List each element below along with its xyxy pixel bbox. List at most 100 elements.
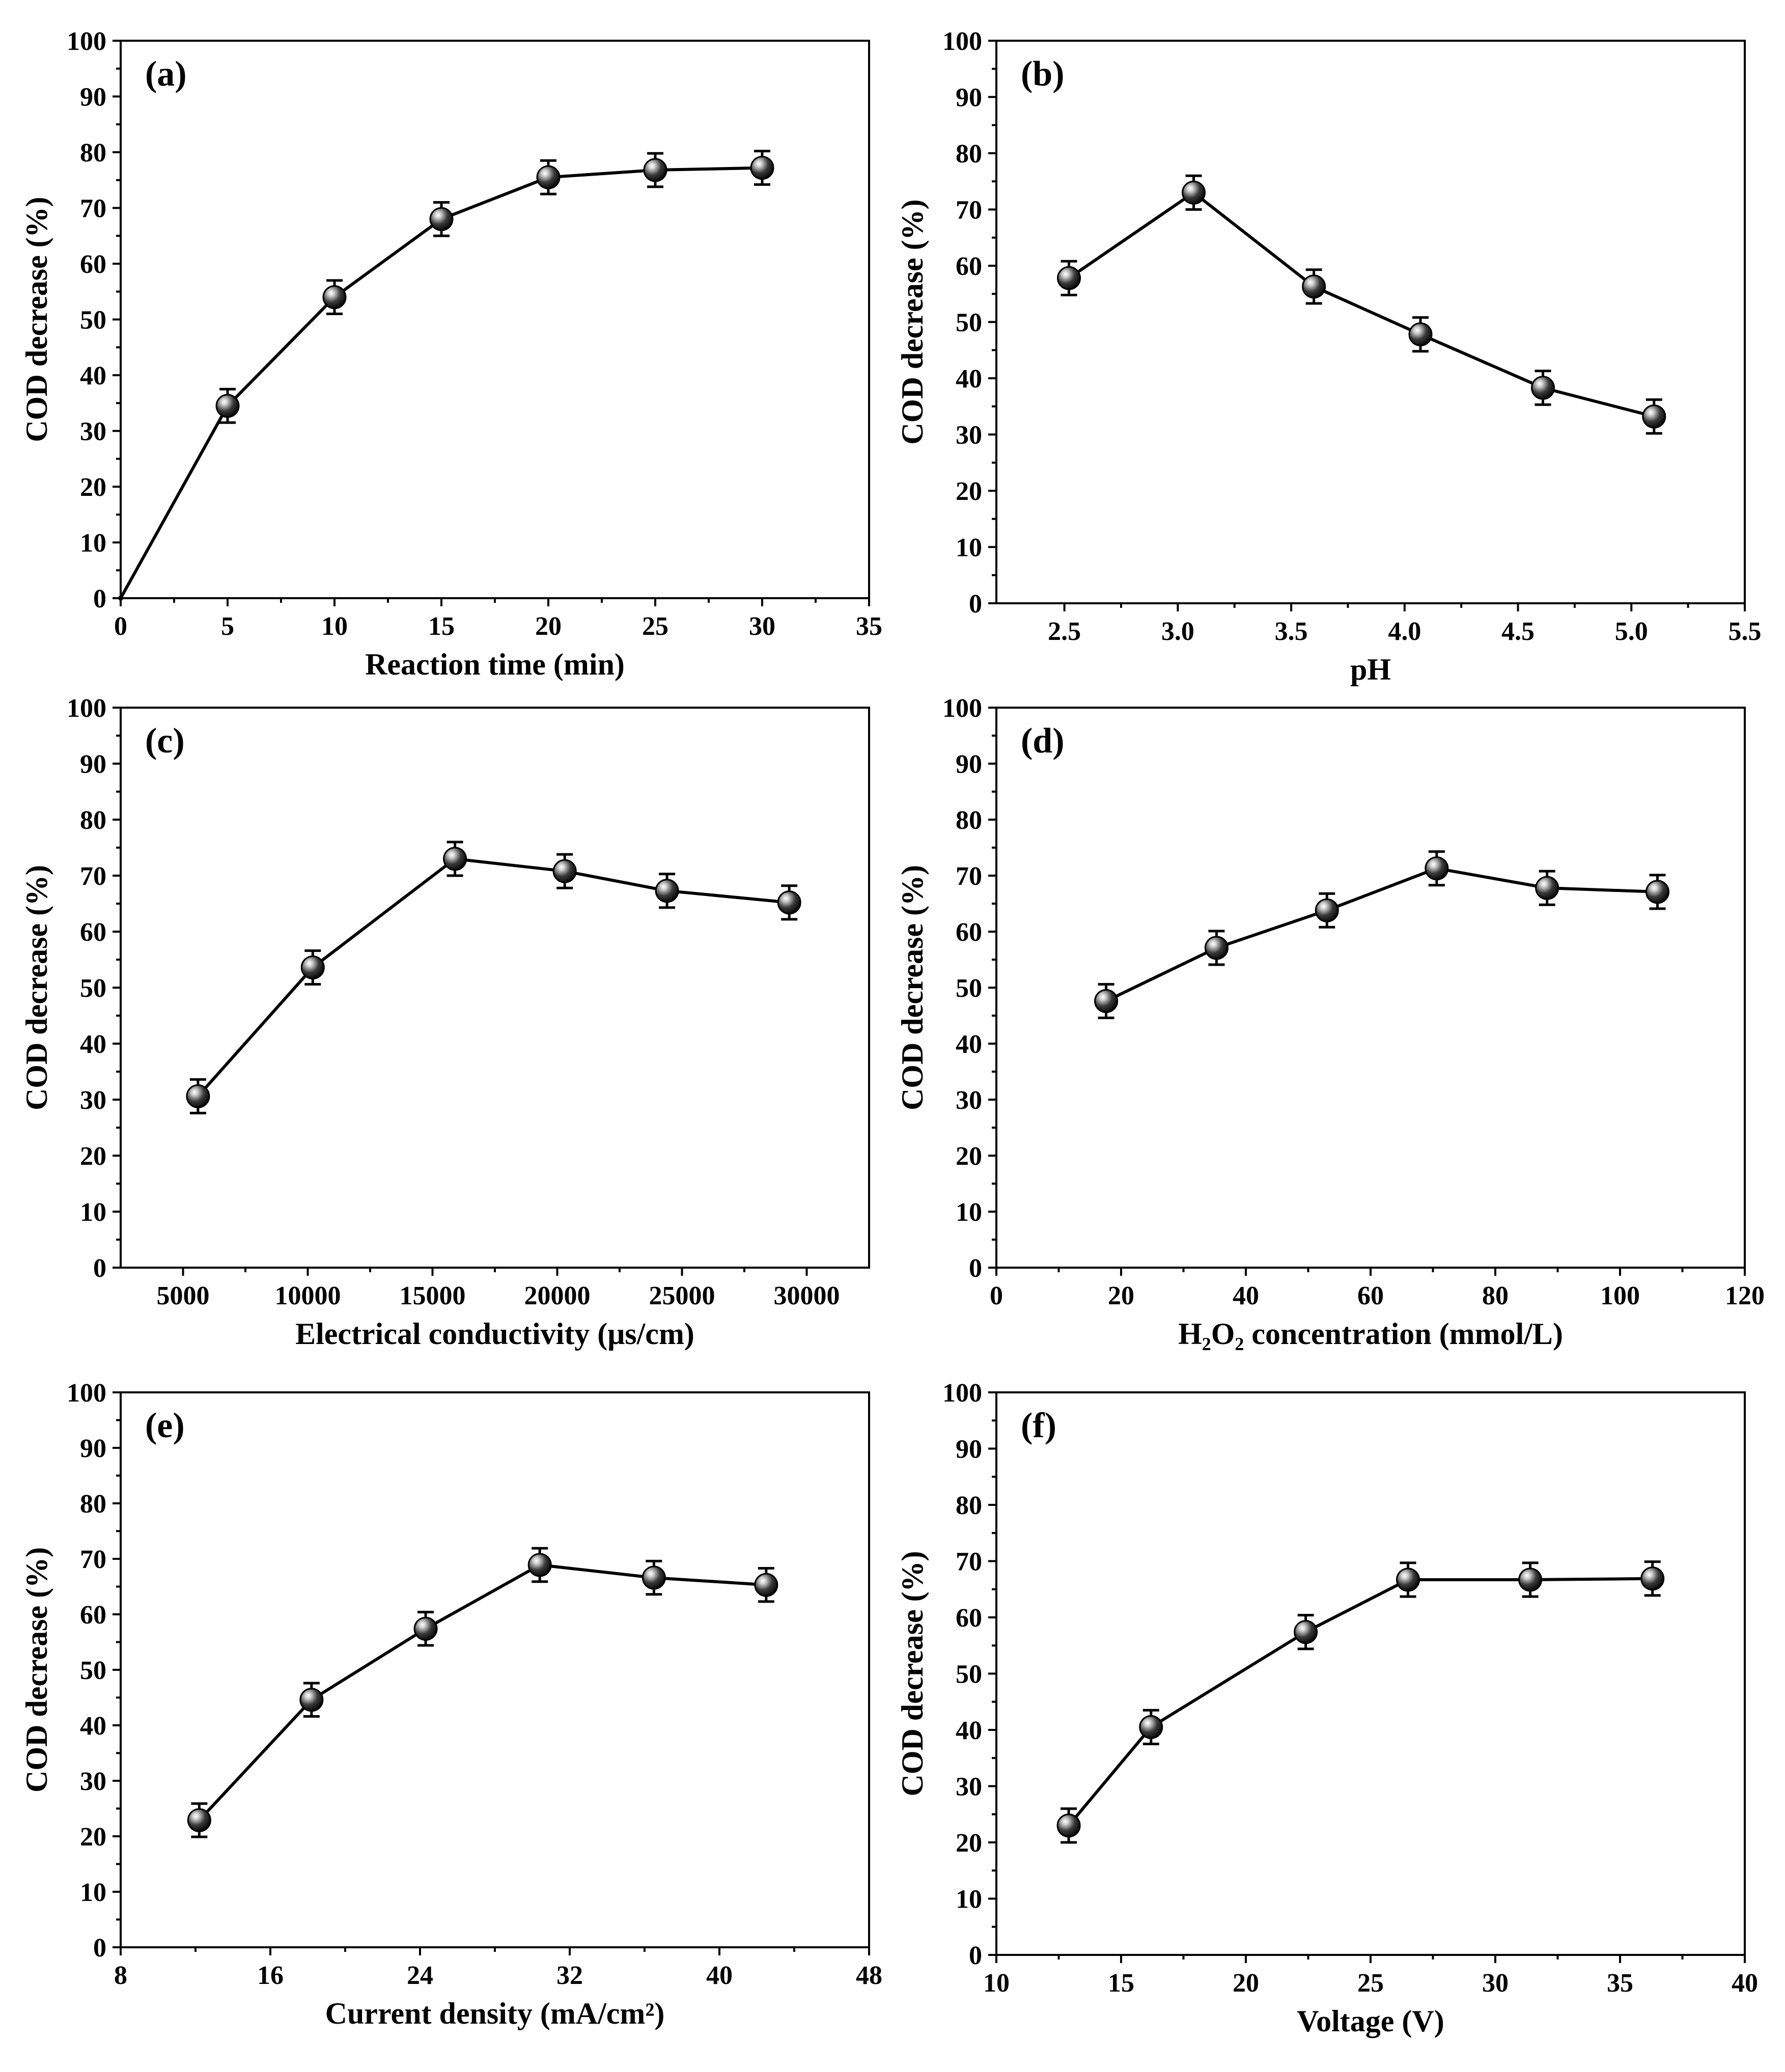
data-point	[552, 859, 577, 883]
x-tick-label: 3.0	[1161, 617, 1194, 646]
data-point	[1535, 876, 1559, 900]
y-tick-label: 50	[956, 309, 982, 338]
x-tick-label: 40	[1233, 1281, 1259, 1310]
y-tick-label: 80	[80, 806, 106, 835]
y-axis-title: COD decrease (%)	[20, 197, 53, 442]
plot-frame	[120, 40, 870, 599]
y-axis-title: COD decrease (%)	[896, 865, 929, 1110]
x-tick-label: 120	[1725, 1281, 1765, 1310]
x-tick-label: 35	[856, 612, 882, 641]
x-tick-label: 30000	[774, 1281, 840, 1310]
data-point	[1204, 936, 1229, 960]
y-tick-label: 10	[956, 1885, 982, 1914]
x-tick-label: 60	[1357, 1281, 1384, 1310]
y-tick-label: 70	[80, 194, 106, 223]
data-point	[1640, 1566, 1665, 1591]
data-point	[536, 165, 561, 189]
x-axis-title: pH	[1350, 653, 1391, 686]
y-tick-label: 60	[80, 1601, 106, 1630]
y-axis-title: COD decrease (%)	[896, 1551, 929, 1796]
x-tick-label: 5.0	[1615, 617, 1648, 646]
x-tick-label: 40	[1732, 1969, 1758, 1998]
y-tick-label: 0	[93, 1254, 106, 1283]
x-tick-label: 25000	[649, 1281, 715, 1310]
x-tick-label: 5000	[157, 1281, 210, 1310]
x-tick-label: 10000	[275, 1281, 341, 1310]
y-tick-label: 30	[956, 421, 982, 450]
data-point	[443, 847, 467, 871]
y-axis-title: COD decrease (%)	[896, 199, 929, 444]
y-tick-label: 90	[956, 1435, 982, 1464]
data-point	[299, 1688, 324, 1712]
panel-label: (a)	[145, 54, 187, 94]
x-tick-label: 2.5	[1048, 617, 1081, 646]
chart-panel-a: 0 10 20 30 40 50 60 70 80 90 100 0 5 10 15 20 25 30 35 Reac…	[20, 27, 882, 681]
y-tick-label: 0	[969, 1254, 982, 1283]
x-axis-title: Reaction time (min)	[365, 648, 625, 681]
series-line	[1068, 190, 1655, 418]
y-axis-title: COD decrease (%)	[20, 865, 53, 1110]
y-tick-label: 90	[80, 83, 106, 112]
chart-panel-d: 0 10 20 30 40 50 60 70 80 90 100 0 20 40 60 80 100 120 H₂O…	[896, 694, 1765, 1351]
y-tick-label: 60	[80, 918, 106, 947]
data-point	[1645, 880, 1669, 904]
y-tick-label: 30	[956, 1086, 982, 1115]
plot-frame	[995, 1391, 1746, 1956]
y-tick-label: 80	[956, 139, 982, 169]
x-tick-label: 32	[556, 1961, 583, 1990]
y-tick-label: 100	[942, 694, 982, 723]
x-axis-title: Current density (mA/cm²)	[325, 1997, 665, 2030]
data-point	[186, 1084, 210, 1108]
panel-label: (f)	[1021, 1406, 1056, 1445]
y-tick-label: 30	[956, 1773, 982, 1802]
y-tick-label: 20	[80, 1823, 106, 1852]
y-tick-label: 90	[80, 750, 106, 779]
x-tick-label: 0	[114, 612, 127, 641]
data-point	[750, 156, 774, 180]
data-point	[1396, 1567, 1420, 1592]
y-tick-label: 90	[956, 83, 982, 113]
x-tick-label: 15	[1108, 1969, 1134, 1998]
x-tick-label: 16	[257, 1961, 284, 1990]
data-point	[300, 955, 325, 979]
x-tick-label: 80	[1482, 1281, 1509, 1310]
x-tick-label: 4.5	[1501, 617, 1535, 646]
x-tick-label: 15000	[400, 1281, 466, 1310]
y-tick-label: 50	[956, 1660, 982, 1689]
data-point	[118, 596, 123, 601]
y-tick-label: 10	[956, 1198, 982, 1227]
panel-label: (e)	[145, 1406, 185, 1445]
x-tick-label: 20	[1108, 1281, 1134, 1310]
y-tick-label: 40	[80, 361, 106, 390]
plot-frame	[120, 707, 870, 1269]
y-tick-label: 80	[80, 138, 106, 167]
y-tick-label: 50	[80, 974, 106, 1003]
data-point	[527, 1553, 552, 1577]
y-tick-label: 90	[956, 750, 982, 779]
y-tick-label: 0	[93, 584, 106, 613]
x-tick-label: 40	[706, 1961, 733, 1990]
y-tick-label: 70	[956, 862, 982, 891]
data-point	[429, 207, 454, 231]
y-tick-label: 0	[93, 1934, 106, 1963]
y-tick-label: 50	[956, 974, 982, 1003]
y-tick-label: 30	[80, 1086, 106, 1115]
data-point	[1294, 1620, 1318, 1644]
y-tick-label: 10	[80, 529, 106, 558]
series-line	[1105, 866, 1658, 1003]
x-tick-label: 25	[642, 612, 668, 641]
y-tick-label: 50	[80, 306, 106, 335]
panel-label: (d)	[1021, 721, 1065, 761]
data-point	[655, 879, 679, 903]
chart-panel-b: 0 10 20 30 40 50 60 70 80 90 100 2.5 3.0 3.5 4.0 4.5 5.0…	[896, 27, 1762, 686]
data-point	[777, 890, 801, 915]
y-tick-label: 70	[956, 1548, 982, 1577]
x-tick-label: 20000	[524, 1281, 591, 1310]
data-point	[1642, 404, 1666, 429]
x-tick-label: 5.5	[1728, 617, 1762, 646]
y-tick-label: 20	[80, 1142, 106, 1171]
y-tick-label: 40	[80, 1030, 106, 1059]
x-tick-label: 10	[321, 612, 348, 641]
